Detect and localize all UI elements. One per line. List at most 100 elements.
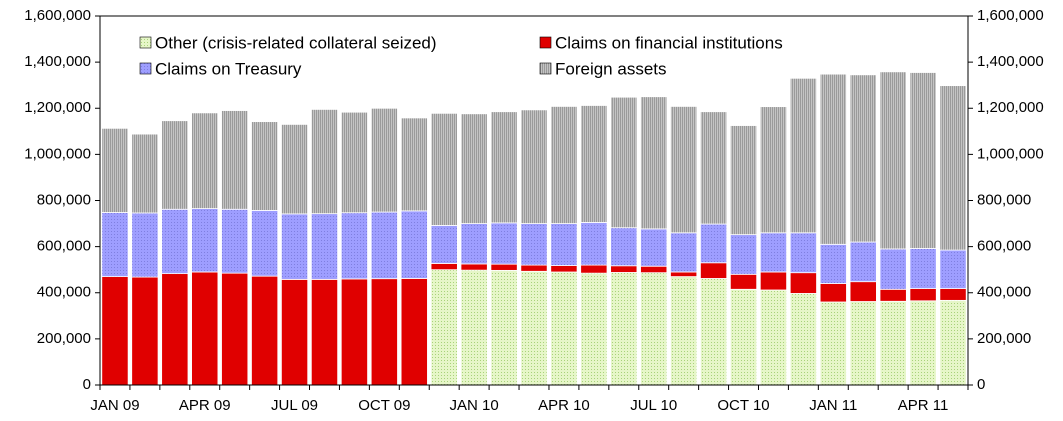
- bar-segment: [610, 265, 638, 273]
- bar-segment: [161, 120, 189, 210]
- bar-segment: [550, 265, 578, 273]
- bar-segment: [280, 278, 309, 386]
- bar-segment: [430, 112, 458, 226]
- bar-segment: [460, 263, 488, 271]
- bar-segment: [191, 112, 219, 209]
- bar-segment: [700, 278, 728, 386]
- bar-segment: [939, 249, 967, 289]
- bar-segment: [640, 96, 668, 230]
- bar-segment: [550, 223, 578, 266]
- bar-segment: [400, 278, 428, 386]
- bar-segment: [729, 288, 758, 386]
- bar-segment: [729, 234, 758, 275]
- bar-segment: [520, 270, 548, 386]
- bar-segment: [759, 271, 788, 291]
- bar-segment: [430, 269, 458, 386]
- bar-segment: [909, 72, 937, 249]
- bar-segment: [580, 105, 608, 223]
- y-tick-label: 200,000: [37, 330, 91, 347]
- y2-tick-label: 600,000: [977, 238, 1031, 255]
- y2-tick-label: 200,000: [977, 330, 1031, 347]
- bar-segment: [939, 288, 967, 301]
- bar-segment: [101, 212, 129, 278]
- bar-segment: [819, 243, 847, 284]
- bar-segment: [251, 275, 279, 386]
- y-tick-label: 600,000: [37, 238, 91, 255]
- bar-segment: [221, 272, 249, 386]
- bar-segment: [460, 113, 488, 224]
- bar-segment: [759, 106, 788, 234]
- bar-segment: [789, 272, 817, 294]
- bar-segment: [370, 107, 398, 213]
- x-tick-label: JAN 09: [90, 397, 139, 414]
- y-tick-label: 1,400,000: [24, 53, 91, 70]
- bar-segment: [879, 248, 907, 290]
- bar-segment: [879, 300, 907, 386]
- bar-segment: [640, 272, 668, 386]
- bar-segment: [819, 283, 847, 303]
- bar-segment: [221, 110, 249, 210]
- bar-segment: [670, 232, 698, 273]
- x-tick-label: APR 10: [538, 397, 590, 414]
- legend-swatch: [539, 62, 552, 75]
- y-tick-label: 1,000,000: [24, 145, 91, 162]
- legend-label: Foreign assets: [555, 59, 667, 78]
- bar-segment: [759, 289, 788, 386]
- legend-swatch: [139, 36, 152, 49]
- y-tick-label: 0: [83, 376, 91, 393]
- bar-segment: [670, 271, 698, 278]
- bar-segment: [520, 223, 548, 266]
- x-tick-label: OCT 09: [358, 397, 410, 414]
- bar-segment: [520, 109, 548, 224]
- bar-segment: [310, 213, 339, 280]
- bar-segment: [280, 213, 309, 280]
- legend-swatch: [139, 62, 152, 75]
- bar-segment: [131, 133, 159, 214]
- bar-segment: [191, 208, 219, 273]
- x-tick-label: JAN 10: [450, 397, 499, 414]
- bar-segment: [849, 281, 877, 302]
- bar-segment: [340, 111, 368, 214]
- bar-segment: [909, 300, 937, 386]
- bar-segment: [460, 269, 488, 386]
- bar-segment: [550, 271, 578, 386]
- bar-segment: [670, 106, 698, 234]
- bar-segment: [370, 278, 398, 386]
- bar-segment: [251, 121, 279, 211]
- bar-segment: [460, 223, 488, 265]
- bar-segment: [610, 227, 638, 267]
- y2-tick-label: 800,000: [977, 191, 1031, 208]
- y-tick-label: 800,000: [37, 191, 91, 208]
- bar-segment: [789, 293, 817, 386]
- legend-label: Claims on Treasury: [155, 59, 302, 78]
- y-tick-label: 400,000: [37, 284, 91, 301]
- bar-segment: [400, 210, 428, 279]
- legend-label: Other (crisis-related collateral seized): [155, 33, 437, 52]
- bar-segment: [101, 276, 129, 386]
- bar-segment: [819, 301, 847, 386]
- bar-segment: [550, 106, 578, 224]
- bar-segment: [490, 269, 518, 386]
- bar-segment: [879, 288, 907, 302]
- bar-segment: [161, 208, 189, 275]
- bar-segment: [700, 111, 728, 225]
- y2-tick-label: 0: [977, 376, 985, 393]
- y-tick-label: 1,200,000: [24, 99, 91, 116]
- bar-segment: [580, 222, 608, 266]
- bar-segment: [400, 117, 428, 212]
- bar-segment: [700, 223, 728, 264]
- bar-segment: [161, 273, 189, 386]
- y2-tick-label: 400,000: [977, 284, 1031, 301]
- bar-segment: [131, 276, 159, 386]
- bar-segment: [879, 71, 907, 250]
- bar-segment: [759, 232, 788, 273]
- bar-segment: [520, 264, 548, 272]
- legend-swatch: [539, 36, 552, 49]
- bar-segment: [789, 77, 817, 234]
- y2-tick-label: 1,000,000: [977, 145, 1044, 162]
- bar-segment: [430, 225, 458, 264]
- bar-segment: [640, 265, 668, 274]
- bar-segment: [310, 278, 339, 386]
- x-tick-label: JUL 10: [630, 397, 677, 414]
